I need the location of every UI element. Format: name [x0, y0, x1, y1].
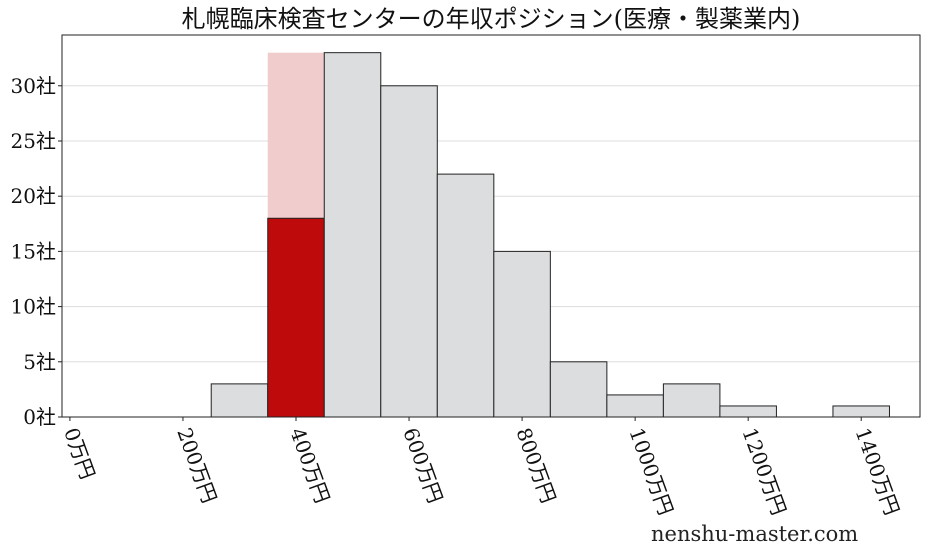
chart-title: 札幌臨床検査センターの年収ポジション(医療・製薬業内)	[182, 5, 801, 33]
y-tick-label: 25社	[11, 129, 56, 153]
x-tick-label: 200万円	[172, 425, 221, 507]
histogram-bar	[549, 361, 608, 418]
histogram-bar	[210, 383, 269, 418]
histogram-bar	[380, 85, 438, 418]
x-tick-label: 1200万円	[737, 425, 791, 519]
watermark: nenshu-master.com	[651, 522, 859, 546]
x-tick-label: 0万円	[59, 425, 100, 483]
x-tick-label: 1000万円	[624, 425, 678, 519]
y-tick-label: 30社	[11, 74, 56, 98]
histogram-bar	[606, 394, 664, 418]
x-tick-label: 1400万円	[851, 425, 905, 519]
x-tick-label: 600万円	[398, 425, 447, 507]
histogram-bar	[719, 405, 777, 418]
histogram-bar	[493, 250, 551, 418]
highlight-bar	[267, 217, 325, 418]
x-tick-label: 400万円	[285, 425, 334, 507]
y-tick-label: 20社	[11, 184, 56, 208]
y-tick-label: 15社	[11, 239, 56, 263]
plot-frame	[61, 34, 921, 418]
histogram-bar	[832, 405, 890, 418]
y-tick-label: 5社	[23, 350, 56, 374]
histogram-bar	[436, 173, 495, 418]
histogram-bar	[662, 383, 721, 418]
histogram-bar	[323, 52, 382, 418]
y-tick-label: 0社	[23, 405, 56, 429]
x-tick-label: 800万円	[511, 425, 560, 507]
y-tick-label: 10社	[11, 295, 56, 319]
